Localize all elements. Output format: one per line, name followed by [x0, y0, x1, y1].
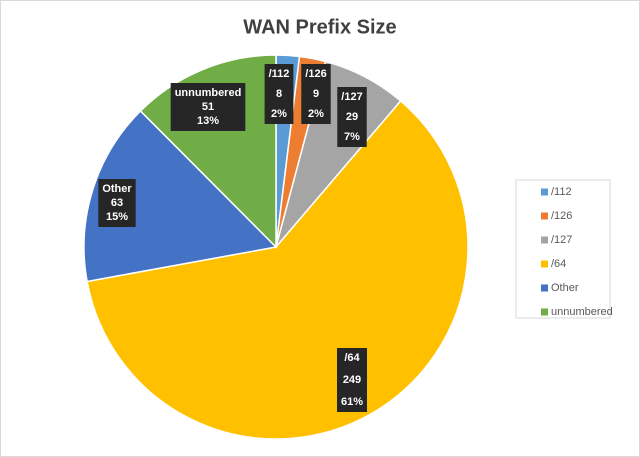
data-label-text: unnumbered [175, 87, 242, 99]
data-label-text: 63 [111, 197, 123, 209]
data-label-text: 9 [313, 88, 319, 100]
data-label-text: 2% [271, 108, 287, 120]
legend-label: Other [551, 282, 579, 294]
data-label: unnumbered 51 13% [170, 83, 246, 131]
legend-label: /112 [551, 186, 572, 198]
chart-title: WAN Prefix Size [243, 16, 396, 38]
legend-label: /64 [551, 258, 566, 270]
data-label-box [336, 348, 368, 412]
data-label-text: /112 [269, 68, 290, 80]
pie-slice [83, 109, 278, 283]
legend: /112/126/127/64 Other unnumbered [541, 186, 613, 318]
data-label-text: 249 [343, 374, 361, 386]
legend-swatch [541, 260, 548, 268]
legend-box [515, 179, 611, 319]
data-label-box [337, 87, 367, 147]
pie [83, 54, 469, 440]
legend-swatch [541, 212, 548, 220]
data-label-box [98, 179, 136, 227]
legend-swatch [541, 188, 548, 196]
data-labels: /112 8 2% /126 9 2% /127 29 7% /64 249 61% Other 63 15… [98, 64, 368, 412]
data-label-text: 61% [341, 396, 363, 408]
data-label-text: 51 [202, 101, 214, 113]
data-label-text: /64 [344, 352, 360, 364]
data-label-box [264, 64, 294, 124]
data-label: /127 29 7% [337, 87, 367, 147]
data-label: Other 63 15% [98, 179, 136, 227]
data-label-box [170, 83, 246, 131]
data-label-text: /126 [305, 68, 326, 80]
data-label-text: 2% [308, 108, 324, 120]
data-label-text: 29 [346, 111, 358, 123]
data-label: /126 9 2% [301, 64, 331, 124]
data-label-text: 15% [106, 211, 128, 223]
pie-slice [86, 99, 469, 440]
data-label-text: 8 [276, 88, 282, 100]
data-label: /112 8 2% [264, 64, 294, 124]
legend-swatch [541, 236, 548, 244]
legend-swatch [541, 284, 548, 292]
data-label-box [301, 64, 331, 124]
legend-swatch [541, 308, 548, 316]
data-label-text: 7% [344, 131, 360, 143]
legend-label: /126 [551, 210, 572, 222]
data-label-text: Other [102, 183, 132, 195]
legend-label: /127 [551, 234, 572, 246]
data-label: /64 249 61% [336, 348, 368, 412]
legend-label: unnumbered [551, 306, 613, 318]
data-label-text: 13% [197, 115, 219, 127]
data-label-text: /127 [341, 91, 362, 103]
